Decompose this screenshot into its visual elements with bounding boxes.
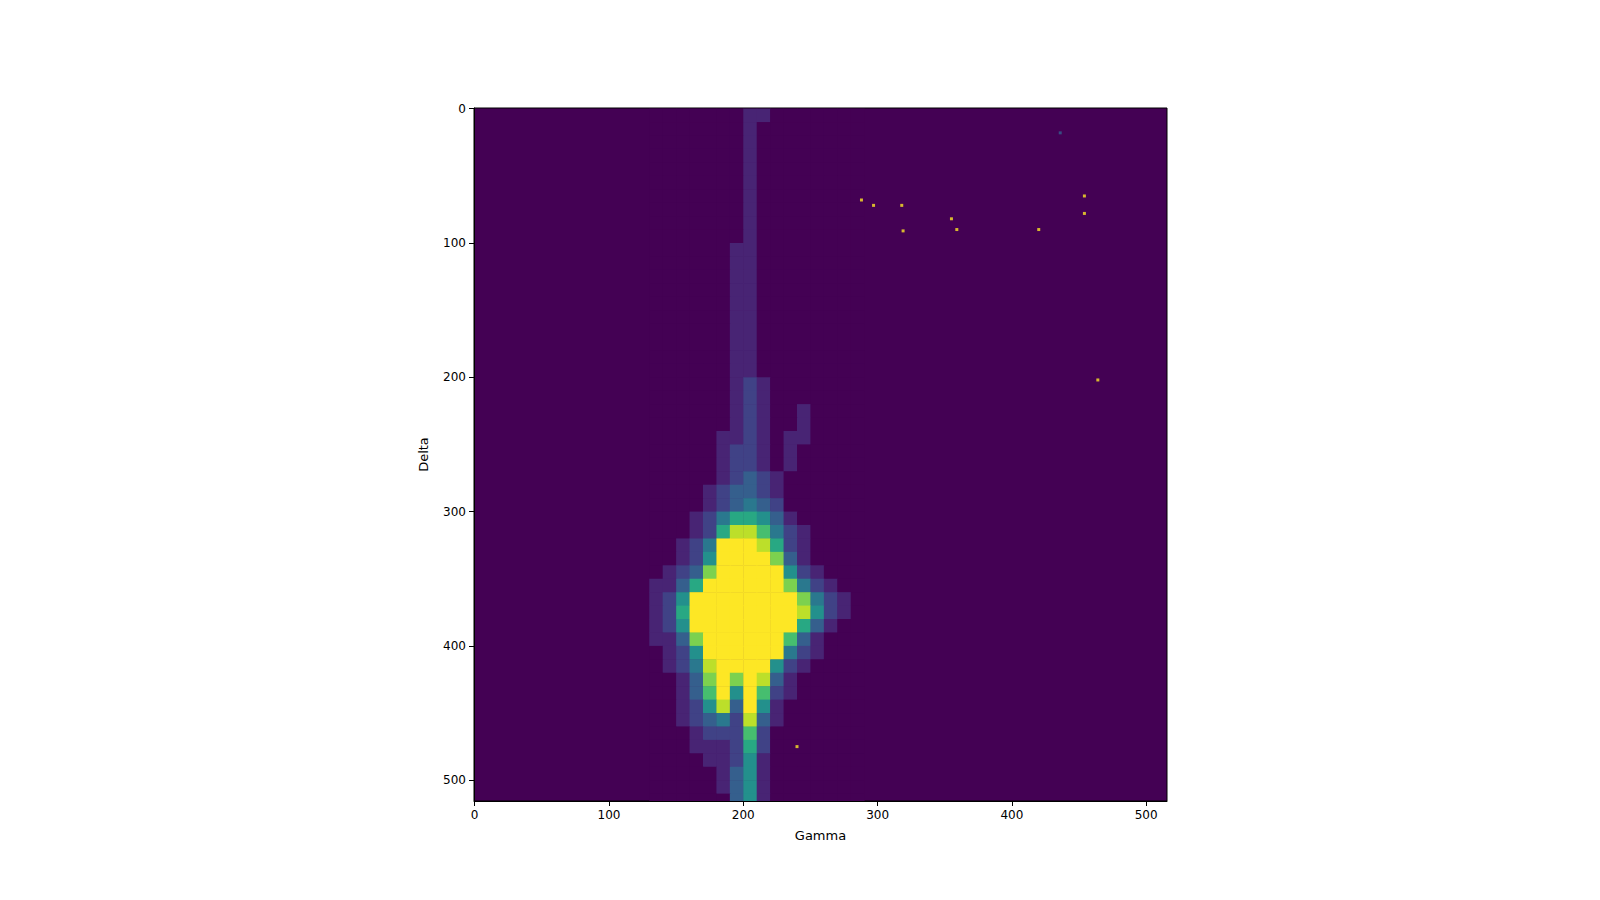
svg-text:100: 100 bbox=[598, 808, 621, 822]
svg-text:0: 0 bbox=[471, 808, 479, 822]
svg-text:300: 300 bbox=[443, 505, 466, 519]
svg-text:Gamma: Gamma bbox=[795, 828, 846, 843]
svg-text:Delta: Delta bbox=[416, 437, 431, 472]
svg-text:100: 100 bbox=[443, 236, 466, 250]
svg-text:400: 400 bbox=[1000, 808, 1023, 822]
svg-text:500: 500 bbox=[1135, 808, 1158, 822]
svg-text:300: 300 bbox=[866, 808, 889, 822]
svg-text:0: 0 bbox=[458, 102, 466, 116]
svg-text:200: 200 bbox=[732, 808, 755, 822]
svg-text:500: 500 bbox=[443, 773, 466, 787]
svg-text:200: 200 bbox=[443, 370, 466, 384]
svg-text:400: 400 bbox=[443, 639, 466, 653]
